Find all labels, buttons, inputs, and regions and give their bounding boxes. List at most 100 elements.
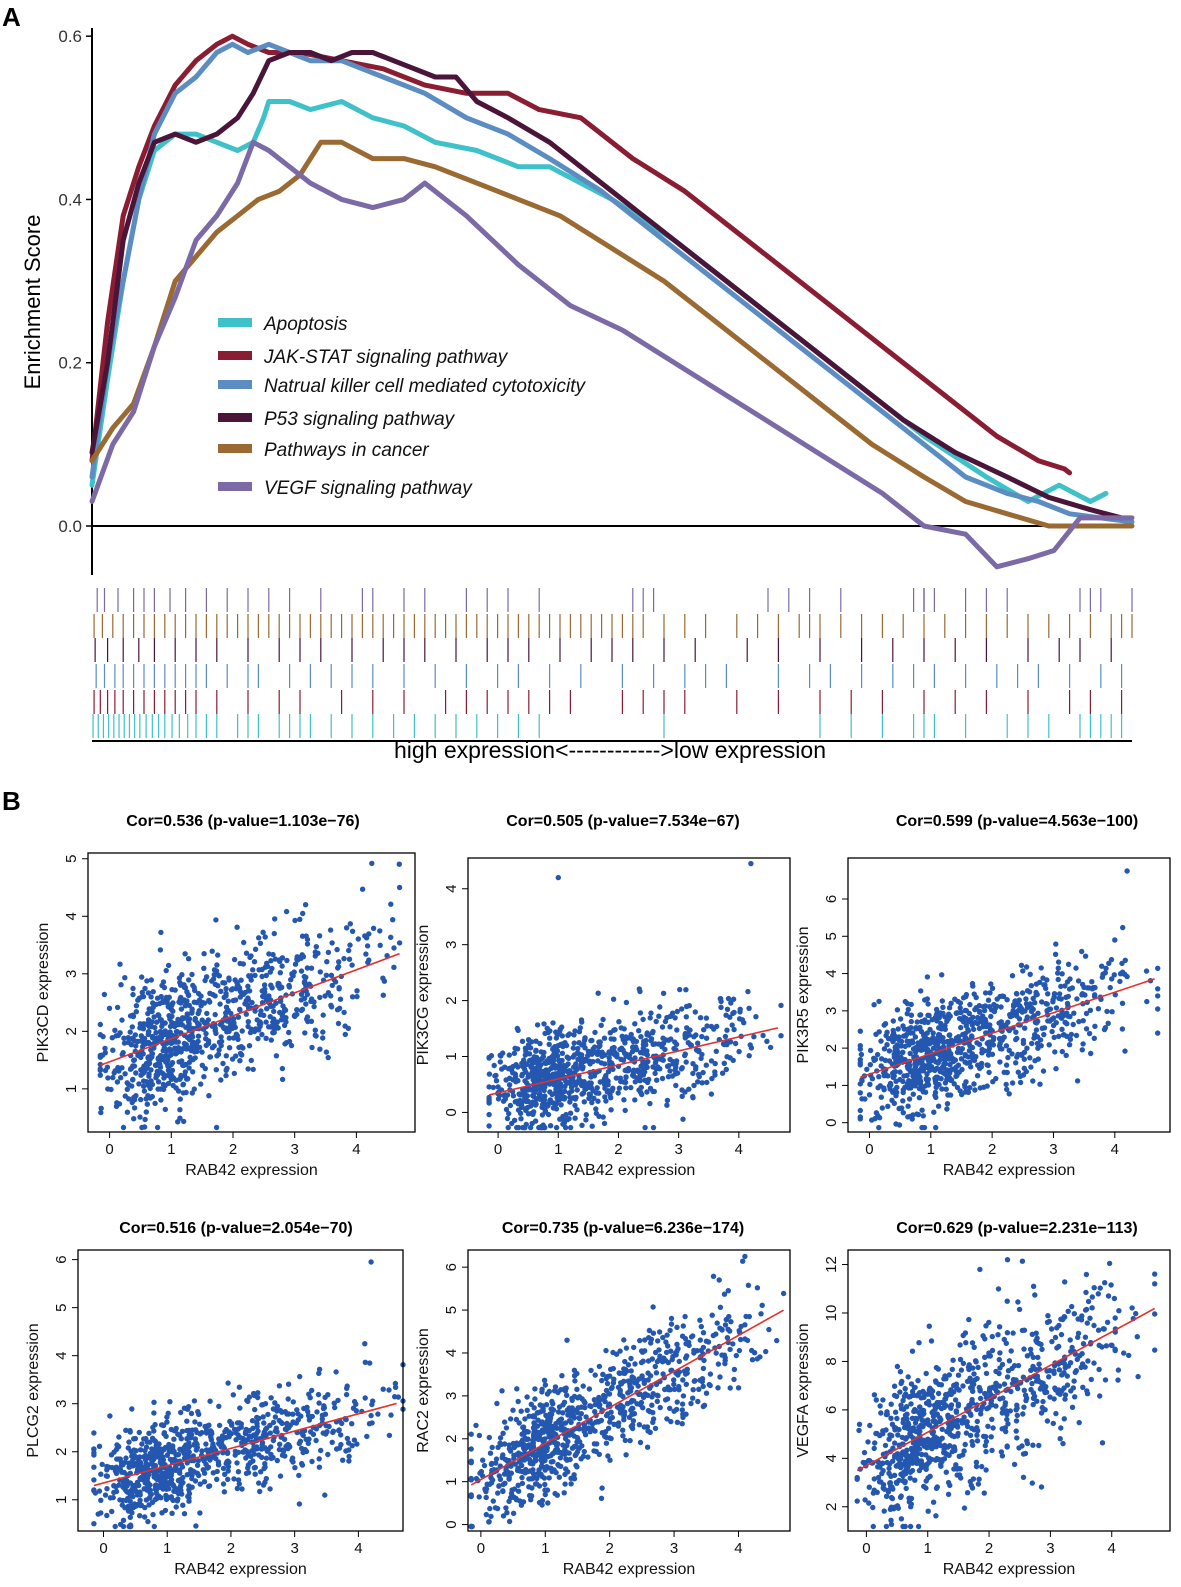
scatter-point (136, 1081, 142, 1087)
scatter-point (256, 967, 262, 973)
scatter-point (295, 1411, 301, 1417)
scatter-point (369, 1420, 375, 1426)
scatter-point (976, 1003, 982, 1009)
scatter-point (1015, 1362, 1022, 1369)
scatter-point (679, 1006, 685, 1012)
scatter-point (558, 1421, 564, 1428)
scatter-point (254, 1017, 260, 1023)
scatter-point (984, 1062, 990, 1068)
gsea-hit-tracks (92, 588, 1133, 742)
scatter-point (636, 1028, 642, 1034)
scatter-point (512, 1073, 519, 1080)
scatter-point (857, 1090, 863, 1096)
scatter-point (140, 1083, 147, 1089)
scatter-point (166, 1472, 172, 1479)
scatter-point (600, 1371, 606, 1378)
scatter-point (143, 1460, 149, 1467)
scatter-points (857, 868, 1161, 1131)
scatter-point (955, 1045, 962, 1052)
scatter-point (655, 1064, 661, 1070)
scatter-point (587, 1403, 593, 1409)
scatter-point (871, 1002, 877, 1008)
scatter-point (156, 1012, 162, 1019)
scatter-point (223, 986, 229, 992)
scatter-point (158, 929, 164, 936)
scatter-point (676, 1387, 682, 1393)
scatter-point (154, 1068, 160, 1075)
scatter-point (530, 1413, 536, 1419)
scatter-point (159, 982, 165, 989)
scatter-point (909, 1116, 915, 1122)
scatter-x-tick-label: 2 (227, 1540, 235, 1557)
scatter-point (692, 1378, 698, 1384)
scatter-point (508, 1470, 514, 1476)
scatter-point (312, 953, 318, 959)
scatter-point (316, 1456, 322, 1462)
scatter-point (532, 1481, 539, 1487)
scatter-point (329, 1439, 335, 1446)
scatter-point (325, 990, 332, 996)
scatter-point (122, 1505, 128, 1511)
scatter-point (222, 1428, 228, 1435)
scatter-point (1080, 1018, 1086, 1024)
scatter-point (1023, 1068, 1029, 1075)
scatter-point (657, 1004, 663, 1010)
scatter-point (220, 980, 226, 986)
scatter-point (481, 1462, 488, 1469)
scatter-point (336, 959, 342, 965)
scatter-point (368, 1412, 374, 1419)
scatter-point (620, 1057, 627, 1063)
scatter-point (713, 1048, 719, 1055)
scatter-point (712, 1060, 718, 1067)
scatter-point (709, 1075, 715, 1082)
scatter-point (636, 1422, 643, 1428)
scatter-point (396, 940, 403, 946)
scatter-point (518, 1502, 525, 1508)
scatter-point (296, 1472, 302, 1479)
scatter-point (231, 1070, 237, 1077)
scatter-x-tick-label: 4 (735, 1141, 743, 1158)
scatter-point (881, 1085, 887, 1091)
scatter-point (657, 1404, 663, 1411)
scatter-point (908, 1012, 915, 1018)
scatter-point (345, 1025, 351, 1032)
scatter-point (621, 1026, 627, 1032)
scatter-point (622, 1107, 628, 1114)
scatter-point (971, 991, 977, 997)
scatter-point (673, 1041, 680, 1048)
scatter-point (127, 1503, 134, 1509)
scatter-point (1039, 1025, 1046, 1032)
scatter-point (186, 1002, 192, 1009)
scatter-point (944, 1101, 951, 1107)
scatter-point (1032, 1019, 1039, 1025)
scatter-point (1079, 981, 1086, 988)
scatter-point (364, 1433, 370, 1440)
scatter-point (695, 1071, 702, 1078)
scatter-point (268, 1395, 274, 1401)
scatter-point (118, 982, 124, 988)
scatter-x-tick-label: 1 (163, 1540, 171, 1557)
scatter-point (490, 1084, 496, 1091)
scatter-point (502, 1441, 508, 1447)
scatter-point (591, 1044, 598, 1050)
scatter-point (884, 1029, 890, 1036)
scatter-point (91, 1477, 97, 1483)
scatter-y-tick-label: 4 (823, 969, 840, 977)
scatter-point (152, 1474, 158, 1480)
scatter-y-tick-label: 3 (823, 1007, 840, 1015)
scatter-y-tick-label: 1 (63, 1085, 80, 1093)
scatter-point (1106, 960, 1112, 966)
scatter-point (555, 1030, 561, 1037)
scatter-point (142, 1514, 148, 1520)
scatter-point (327, 927, 334, 933)
scatter-point (553, 1035, 560, 1041)
scatter-point (340, 1457, 346, 1463)
scatter-point (896, 1122, 903, 1128)
scatter-point (900, 1110, 906, 1116)
scatter-point (139, 989, 145, 996)
scatter-point (154, 1124, 161, 1131)
scatter-plot-2: Cor=0.505 (p-value=7.534e−67)0 1 2 3 401234R… (415, 813, 791, 1179)
scatter-point (621, 1366, 627, 1372)
scatter-point (228, 1010, 234, 1017)
scatter-point (487, 1450, 494, 1456)
